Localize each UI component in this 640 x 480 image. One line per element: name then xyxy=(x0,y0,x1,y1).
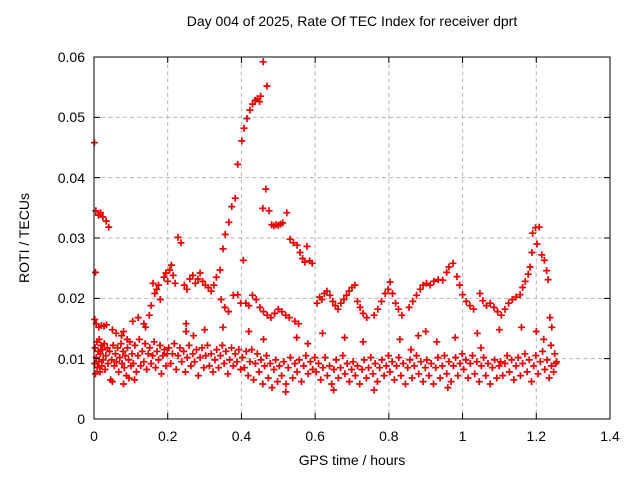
x-tick-label: 0.4 xyxy=(231,428,252,444)
x-tick-label: 0.8 xyxy=(379,428,399,444)
y-tick-label: 0.01 xyxy=(57,350,85,367)
y-tick-label: 0.03 xyxy=(57,230,85,246)
x-tick-label: 0 xyxy=(90,428,98,444)
x-tick-label: 0.6 xyxy=(305,428,325,444)
scatter-points xyxy=(90,58,561,396)
x-tick-label: 1.4 xyxy=(600,428,620,444)
plot-border xyxy=(93,56,611,420)
y-tick-label: 0.02 xyxy=(57,290,85,307)
x-tick-label: 1.2 xyxy=(526,428,547,444)
x-tick-label: 1 xyxy=(458,428,467,444)
grid xyxy=(94,57,610,419)
x-tick-label: 0.2 xyxy=(157,428,178,444)
x-axis-label: GPS time / hours xyxy=(298,452,406,468)
chart-title: Day 004 of 2025, Rate Of TEC Index for r… xyxy=(186,13,518,29)
y-tick-label: 0 xyxy=(77,411,85,427)
y-tick-label: 0.06 xyxy=(57,49,85,65)
y-tick-label: 0.04 xyxy=(57,169,85,186)
y-tick-label: 0.05 xyxy=(57,109,85,126)
